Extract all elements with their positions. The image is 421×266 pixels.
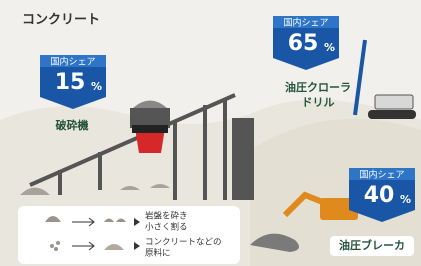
badge-label: 国内シェア bbox=[283, 17, 328, 29]
machine-name: 破砕機 bbox=[56, 118, 89, 132]
machine-name: 油圧ブレーカ bbox=[339, 238, 405, 252]
crusher-jaw bbox=[132, 125, 168, 133]
share: 40 bbox=[364, 183, 395, 208]
share: 65 bbox=[288, 31, 319, 56]
legend-text: 小さく割る bbox=[145, 222, 188, 233]
unit: % bbox=[91, 80, 102, 93]
unit: % bbox=[400, 193, 411, 206]
legend-text: 岩盤を砕き bbox=[145, 211, 188, 222]
machine-name: 油圧クローラ bbox=[285, 80, 351, 94]
badge-label: 国内シェア bbox=[50, 56, 95, 68]
drill-cab bbox=[375, 95, 413, 109]
legend-box bbox=[18, 206, 240, 264]
title: コンクリート bbox=[22, 13, 100, 28]
drill-track bbox=[368, 110, 416, 119]
share: 15 bbox=[55, 70, 86, 95]
legend-text: コンクリートなどの bbox=[145, 238, 222, 248]
illustration: コンクリート 国内シェア 15 % 国内シェア 65 % 国内シェア bbox=[0, 0, 421, 266]
legend-text: 原料に bbox=[145, 248, 171, 259]
unit: % bbox=[324, 41, 335, 54]
badge-label: 国内シェア bbox=[359, 169, 404, 181]
machine-name: ドリル bbox=[302, 96, 335, 109]
tower bbox=[232, 118, 254, 200]
